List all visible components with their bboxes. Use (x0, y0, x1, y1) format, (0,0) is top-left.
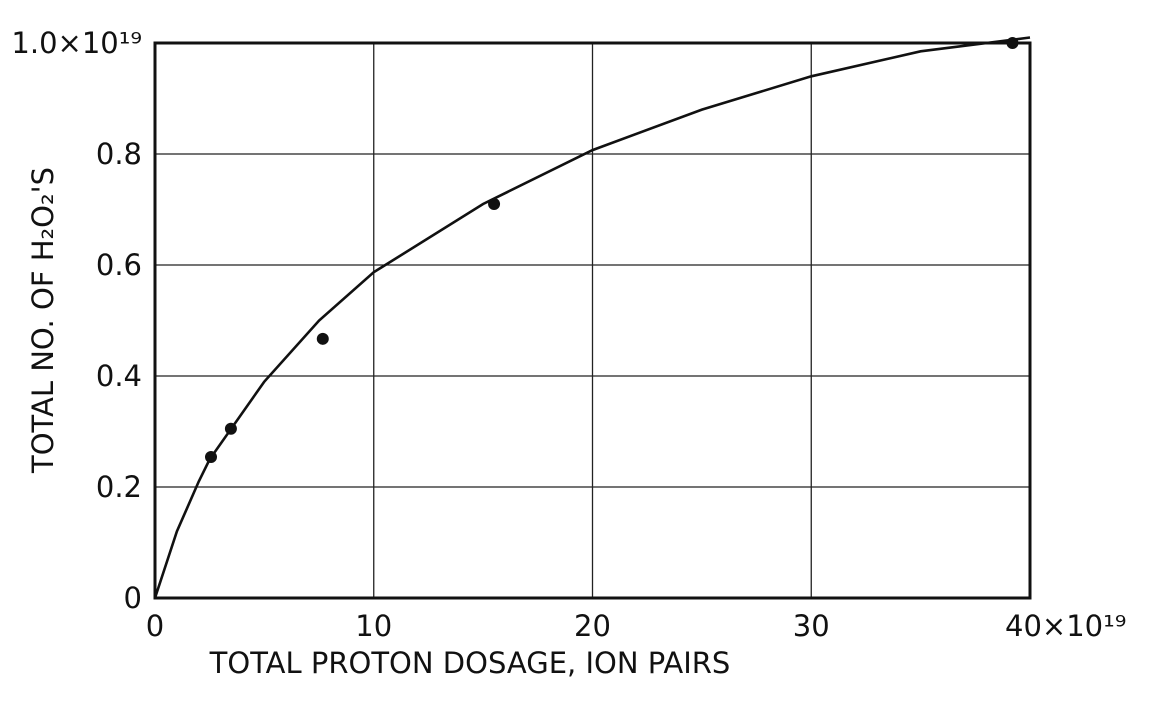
y-tick-label: 0.6 (96, 248, 142, 282)
y-tick-label: 0.2 (96, 470, 142, 504)
data-point (316, 332, 329, 345)
x-tick-label: 0 (146, 609, 164, 643)
y-tick-label: 1.0×10¹⁹ (11, 26, 142, 60)
x-tick-label: 20 (574, 609, 611, 643)
x-tick-label: 40×10¹⁹ (1005, 609, 1126, 643)
fit-curve (153, 36, 1031, 599)
x-axis-label: TOTAL PROTON DOSAGE, ION PAIRS (209, 646, 731, 680)
x-tick-label: 10 (355, 609, 392, 643)
y-tick-label: 0.4 (96, 359, 142, 393)
plot-frame (153, 41, 1032, 600)
y-tick-label: 0 (124, 581, 142, 615)
x-tick-label: 30 (793, 609, 830, 643)
y-axis-label: TOTAL NO. OF H₂O₂'S (26, 167, 60, 474)
y-tick-label: 0.8 (96, 137, 142, 171)
